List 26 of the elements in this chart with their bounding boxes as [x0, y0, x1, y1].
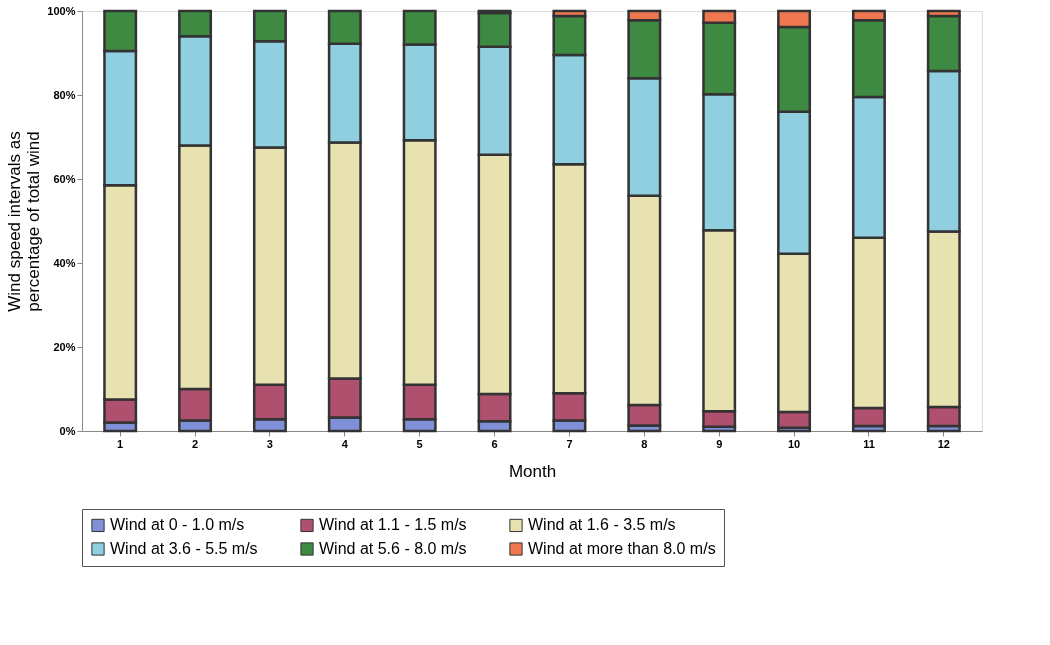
legend-label: Wind at 0 - 1.0 m/s	[110, 516, 245, 534]
x-tick-label: 2	[192, 437, 199, 450]
x-tick-label: 3	[266, 437, 273, 450]
y-tick-label: 100%	[47, 4, 76, 17]
y-tick-label: 40%	[53, 256, 76, 269]
legend-label: Wind at 5.6 - 8.0 m/s	[319, 540, 467, 557]
x-tick-label: 4	[341, 437, 349, 450]
y-tick-label: 80%	[53, 88, 76, 101]
y-tick-label: 20%	[53, 340, 76, 353]
x-axis-title: Month	[508, 461, 557, 481]
x-tick-label: 1	[117, 437, 124, 450]
x-tick-label: 10	[787, 437, 801, 450]
legend-label: Wind at 1.1 - 1.5 m/s	[319, 516, 467, 534]
y-axis-title: Wind speed intervals as percentage of total wind	[5, 131, 44, 312]
legend-label: Wind at more than 8.0 m/s	[528, 540, 716, 557]
x-tick-label: 8	[641, 437, 648, 450]
x-tick-label: 5	[416, 437, 423, 450]
legend-label: Wind at 3.6 - 5.5 m/s	[110, 540, 258, 557]
x-tick-label: 7	[566, 437, 573, 450]
x-tick-label: 6	[491, 437, 498, 450]
x-tick-label: 11	[863, 437, 875, 450]
legend-label: Wind at 1.6 - 3.5 m/s	[528, 516, 676, 534]
y-tick-label: 60%	[53, 172, 76, 185]
x-tick-label: 9	[716, 437, 723, 450]
y-tick-label: 0%	[59, 424, 76, 437]
x-tick-label: 12	[937, 437, 950, 450]
